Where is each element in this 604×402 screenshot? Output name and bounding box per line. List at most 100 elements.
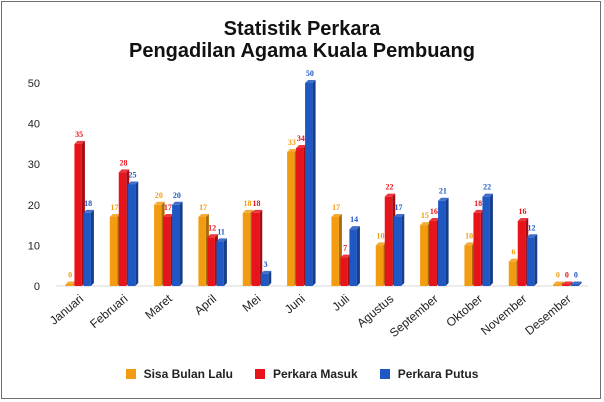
x-tick-label: November (478, 292, 529, 338)
data-label: 20 (155, 191, 163, 200)
data-label: 18 (84, 199, 92, 208)
bar (163, 216, 171, 286)
data-label: 21 (439, 187, 447, 196)
x-tick-label: Januari (47, 292, 86, 328)
chart-subtitle: Pengadilan Agama Kuala Pembuang (128, 40, 475, 62)
bar (260, 273, 269, 286)
data-label: 35 (75, 130, 83, 139)
bar-top (482, 193, 493, 197)
data-label: 0 (574, 271, 578, 280)
bar (127, 184, 136, 286)
legend-label-masuk: Perkara Masuk (272, 367, 358, 381)
legend-label-putus: Perkara Putus (397, 367, 479, 381)
data-label: 16 (519, 207, 527, 216)
bar-top (65, 281, 76, 285)
bar (251, 212, 260, 286)
bar-top (305, 80, 316, 83)
bar-side (569, 281, 573, 286)
bar (154, 204, 162, 286)
data-label: 18 (244, 199, 252, 208)
bar-top (464, 242, 475, 246)
bar (109, 216, 118, 286)
bar-top (207, 234, 218, 238)
bar-top (251, 209, 263, 213)
x-tick-label: Agustus (354, 292, 396, 331)
bar-top (384, 193, 396, 197)
legend: Sisa Bulan Lalu Perkara Masuk Perkara Pu… (0, 367, 604, 381)
data-label: 22 (386, 183, 394, 192)
bar (562, 284, 570, 286)
bar (438, 200, 446, 286)
x-tick-label: Desember (522, 292, 573, 338)
bar (207, 237, 215, 286)
data-label: 7 (343, 244, 347, 253)
data-label: 17 (111, 203, 119, 212)
legend-item-sisa: Sisa Bulan Lalu (125, 367, 233, 381)
x-tick-label: Februari (87, 292, 130, 331)
legend-item-putus: Perkara Putus (379, 367, 479, 381)
bar (242, 212, 251, 286)
bar-top (375, 242, 387, 246)
bar-top (349, 226, 360, 230)
data-label: 22 (483, 183, 491, 192)
bar-top (83, 209, 94, 213)
bar-side (445, 197, 449, 286)
data-label: 10 (377, 231, 385, 240)
bar (287, 152, 295, 286)
bar-top (109, 213, 121, 217)
bar (508, 261, 517, 286)
bar (198, 216, 206, 286)
bar (464, 245, 472, 286)
bar (375, 245, 384, 286)
data-label: 18 (474, 199, 482, 208)
bar (74, 143, 82, 286)
data-label: 33 (288, 138, 296, 147)
y-tick-label: 20 (28, 200, 40, 212)
bar-side (179, 201, 183, 286)
data-label: 10 (465, 231, 473, 240)
bar-top (553, 281, 564, 285)
data-label: 18 (253, 199, 261, 208)
data-label: 16 (430, 207, 438, 216)
bar (429, 221, 437, 286)
x-tick-label: Oktober (443, 292, 485, 330)
data-label: 17 (164, 203, 172, 212)
data-label: 11 (217, 227, 225, 236)
bar (553, 284, 561, 286)
bar (571, 284, 579, 286)
data-label: 12 (528, 223, 536, 232)
bar-side (401, 213, 405, 286)
bar-top (473, 209, 484, 213)
x-tick-label: September (387, 292, 441, 340)
data-label: 12 (208, 223, 216, 232)
legend-item-masuk: Perkara Masuk (254, 367, 358, 381)
bar (118, 172, 127, 286)
y-tick-label: 10 (28, 240, 40, 252)
bar-side (489, 193, 493, 286)
bar (473, 212, 481, 286)
legend-swatch-masuk (254, 369, 265, 379)
bar-top (154, 201, 165, 205)
bar-side (534, 234, 538, 286)
bar-side (135, 181, 139, 286)
bar (172, 204, 180, 286)
bar-top (331, 213, 342, 217)
bar (340, 257, 348, 286)
bar-top (260, 270, 272, 274)
x-tick-label: Maret (142, 291, 175, 322)
data-label: 15 (421, 211, 429, 220)
bar (517, 221, 526, 286)
x-tick-label: Juni (282, 292, 308, 317)
bar-top (287, 149, 298, 153)
bar-side (578, 281, 582, 286)
bar-side (259, 209, 263, 286)
bar-top (429, 218, 440, 222)
bar-top (198, 213, 209, 217)
data-label: 14 (350, 215, 358, 224)
x-tick-label: April (192, 292, 219, 318)
bar-top (296, 144, 307, 148)
y-tick-label: 0 (34, 281, 40, 293)
x-tick-label: Mei (240, 292, 264, 315)
data-label: 3 (264, 260, 268, 269)
bar-side (268, 270, 272, 286)
